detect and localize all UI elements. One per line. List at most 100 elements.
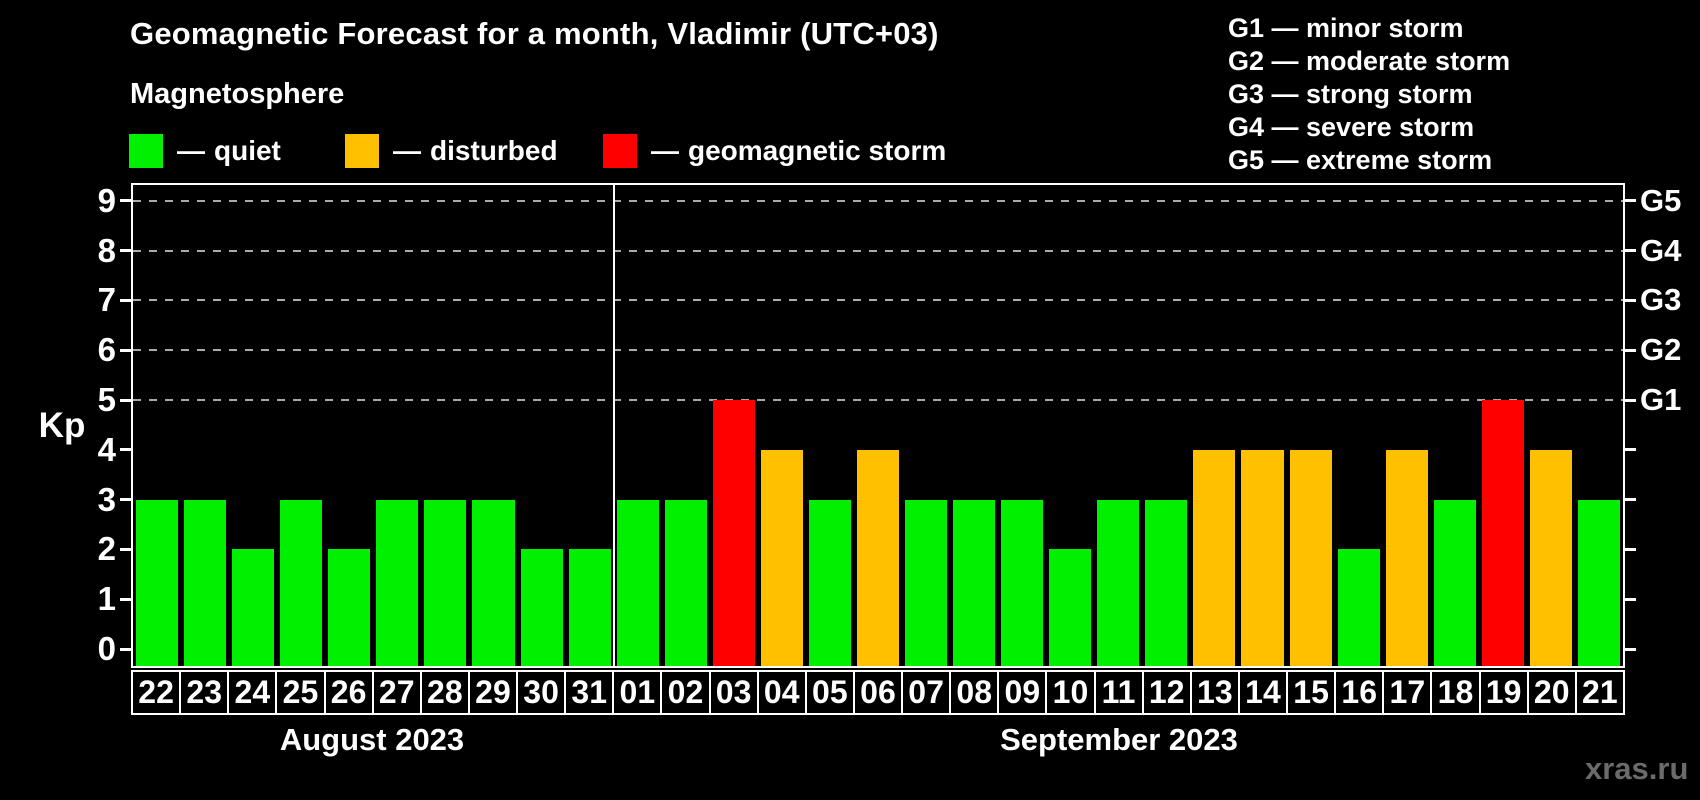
bar-sep-06	[856, 449, 900, 666]
right-axis-label-g1: G1	[1640, 382, 1682, 417]
bar-sep-12	[1145, 499, 1188, 666]
bar-sep-07	[905, 499, 948, 666]
left-axis-tick-4	[120, 448, 131, 452]
bar-sep-05	[808, 499, 851, 666]
right-axis-tick-4	[1625, 448, 1636, 452]
bar-sep-14	[1241, 449, 1284, 666]
y-axis-label-3: 3	[97, 480, 116, 518]
y-axis-label-0: 0	[97, 630, 116, 667]
bar-aug-30	[520, 549, 563, 666]
bar-sep-09	[1001, 499, 1044, 666]
day-cell-sep-04: 04	[756, 670, 807, 715]
day-cell-aug-23: 23	[179, 670, 230, 715]
y-axis-label-6: 6	[97, 331, 116, 369]
y-axis-label-7: 7	[97, 281, 116, 319]
left-axis-tick-0	[120, 647, 131, 651]
left-axis-tick-1	[120, 597, 131, 601]
legend-item-storm: — geomagnetic storm	[603, 132, 946, 170]
day-cell-aug-26: 26	[323, 670, 374, 715]
bar-aug-27	[376, 499, 419, 666]
day-cell-sep-19: 19	[1478, 670, 1529, 715]
watermark-xras: xras.ru	[1585, 751, 1689, 786]
day-cell-sep-18: 18	[1430, 670, 1481, 715]
kp-gridline-6	[133, 349, 1623, 352]
g-scale-legend: G1 — minor storm G2 — moderate storm G3 …	[1228, 12, 1510, 177]
g4-legend-line: G4 — severe storm	[1228, 112, 1475, 142]
bar-sep-08	[953, 499, 996, 666]
page-title: Geomagnetic Forecast for a month, Vladim…	[130, 16, 939, 51]
day-cell-sep-21: 21	[1574, 670, 1625, 715]
disturbed-color-swatch	[345, 134, 379, 168]
g5-legend-line: G5 — extreme storm	[1228, 145, 1493, 175]
day-cell-aug-25: 25	[275, 670, 326, 715]
bar-aug-26	[328, 549, 371, 666]
day-cell-sep-05: 05	[804, 670, 855, 715]
day-cell-sep-11: 11	[1093, 670, 1144, 715]
kp-gridline-5	[133, 399, 1623, 401]
month-label-august: August 2023	[279, 722, 465, 757]
day-cell-sep-15: 15	[1286, 670, 1337, 715]
day-cell-sep-09: 09	[997, 670, 1048, 715]
plot-area: 0 1 2 3 4 5 6 7 8 9 G1 G2 G3 G4 G5	[98, 182, 1681, 668]
bar-aug-28	[424, 499, 467, 666]
right-axis-label-g4: G4	[1640, 232, 1682, 268]
right-axis-tick-8	[1625, 249, 1636, 253]
day-cell-sep-08: 08	[949, 670, 1000, 715]
day-cell-sep-16: 16	[1334, 670, 1385, 715]
legend-label-disturbed: disturbed	[430, 135, 558, 166]
day-cell-sep-20: 20	[1526, 670, 1577, 715]
day-cell-aug-22: 22	[131, 670, 182, 715]
right-axis-label-g3: G3	[1640, 282, 1682, 318]
bar-sep-02	[664, 499, 707, 666]
quiet-color-swatch	[129, 134, 163, 168]
left-axis-tick-9	[120, 199, 131, 203]
y-axis-label-5: 5	[97, 381, 116, 418]
y-axis-label-1: 1	[97, 580, 116, 618]
right-axis-label-g2: G2	[1640, 332, 1682, 368]
left-axis-tick-8	[120, 249, 131, 253]
kp-gridline-7	[133, 299, 1623, 302]
day-label-row: 22 23 24 25 26 27 28 29 30 31 01 02 03 04 05 06 07 08 09 10…	[131, 670, 1625, 715]
right-axis-tick-7	[1625, 298, 1636, 302]
day-cell-sep-02: 02	[660, 670, 711, 715]
bar-aug-24	[232, 549, 275, 666]
left-axis-tick-7	[120, 298, 131, 302]
left-axis-tick-2	[120, 547, 131, 551]
day-cell-aug-29: 29	[467, 670, 518, 715]
day-cell-sep-13: 13	[1189, 670, 1240, 715]
day-cell-aug-27: 27	[371, 670, 422, 715]
legend-item-disturbed: — disturbed	[345, 132, 558, 170]
bar-aug-22	[136, 499, 179, 666]
day-cell-sep-12: 12	[1141, 670, 1192, 715]
day-cell-aug-28: 28	[419, 670, 470, 715]
bar-aug-23	[184, 499, 227, 666]
day-cell-sep-01: 01	[612, 670, 663, 715]
y-axis-label-9: 9	[97, 181, 116, 219]
day-cell-sep-06: 06	[852, 670, 903, 715]
g1-legend-line: G1 — minor storm	[1228, 13, 1464, 43]
bar-sep-13	[1193, 449, 1236, 666]
day-cell-aug-31: 31	[564, 670, 615, 715]
bar-sep-21	[1577, 499, 1620, 666]
bar-sep-20	[1529, 449, 1572, 666]
bar-sep-19	[1481, 400, 1524, 666]
right-axis-tick-6	[1625, 348, 1636, 352]
bar-sep-10	[1049, 549, 1092, 666]
month-label-september: September 2023	[1000, 722, 1238, 757]
day-cell-sep-17: 17	[1382, 670, 1433, 715]
left-axis-tick-6	[120, 348, 131, 352]
bar-sep-03	[712, 400, 755, 666]
kp-gridline-9	[133, 199, 1623, 202]
day-cell-sep-07: 07	[901, 670, 952, 715]
magnetosphere-label: Magnetosphere	[130, 78, 345, 110]
bar-sep-11	[1097, 499, 1140, 666]
legend-dash: —	[651, 135, 679, 166]
month-separator-line	[612, 185, 615, 666]
y-axis-title: Kp	[38, 406, 86, 445]
bar-sep-01	[616, 499, 659, 666]
day-cell-sep-14: 14	[1237, 670, 1288, 715]
legend-label-quiet: quiet	[214, 135, 281, 166]
legend-dash: —	[393, 135, 421, 166]
day-cell-sep-03: 03	[708, 670, 759, 715]
day-cell-aug-24: 24	[227, 670, 278, 715]
